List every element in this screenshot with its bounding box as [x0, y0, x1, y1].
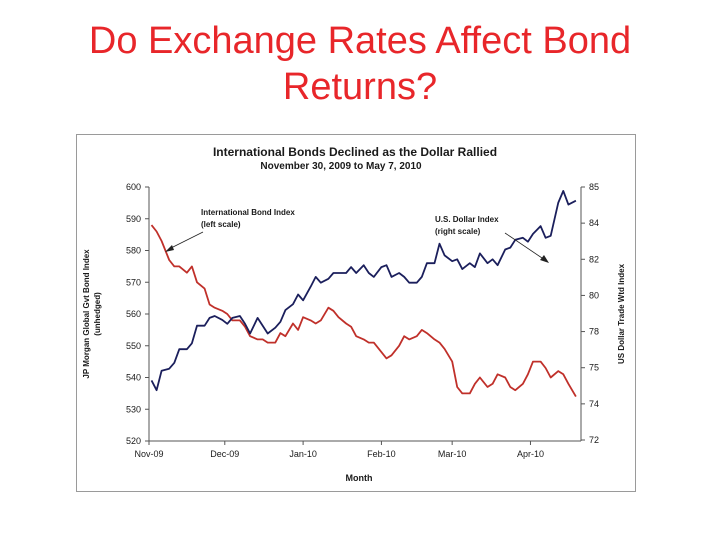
x-tick-label: Jan-10 — [289, 449, 317, 459]
y-axis-left-label-line2: (unhedged) — [93, 292, 102, 336]
x-axis-label: Month — [346, 473, 373, 483]
y-left-tick-label: 540 — [126, 373, 141, 383]
y-left-tick-label: 600 — [126, 182, 141, 192]
annotation-dollar-index-arrow — [504, 232, 546, 261]
y-left-tick-label: 580 — [126, 246, 141, 256]
annotation-dollar-index-line1: U.S. Dollar Index — [435, 215, 499, 224]
line-chart: International Bonds Declined as the Doll… — [82, 145, 626, 483]
x-tick-label: Mar-10 — [438, 449, 467, 459]
annotation-dollar-index: U.S. Dollar Index (right scale) — [435, 215, 549, 263]
y-left-tick-label: 560 — [126, 309, 141, 319]
annotation-bond-index-arrow — [168, 231, 204, 250]
y-right-tick-label: 80 — [589, 290, 599, 300]
y-right-tick-label: 72 — [589, 435, 599, 445]
annotation-dollar-index-line2: (right scale) — [435, 227, 481, 236]
annotation-bond-index: International Bond Index (left scale) — [165, 208, 295, 252]
chart-title: International Bonds Declined as the Doll… — [213, 145, 497, 159]
y-right-tick-label: 78 — [589, 327, 599, 337]
chart-frame: International Bonds Declined as the Doll… — [76, 134, 636, 492]
y-right-tick-label: 82 — [589, 254, 599, 264]
y-left-tick-label: 570 — [126, 277, 141, 287]
annotation-dollar-index-arrowhead — [540, 255, 549, 263]
y-left-tick-label: 550 — [126, 341, 141, 351]
y-left-tick-label: 520 — [126, 436, 141, 446]
chart-subtitle: November 30, 2009 to May 7, 2010 — [260, 161, 422, 172]
y-right-tick-label: 85 — [589, 182, 599, 192]
x-tick-label: Dec-09 — [210, 449, 239, 459]
x-axis: Nov-09 Dec-09 Jan-10 Feb-10 Mar-10 Apr-10 — [134, 441, 544, 459]
annotation-bond-index-line2: (left scale) — [201, 220, 241, 229]
y-axis-right-label: US Dollar Trade Wtd Index — [617, 263, 626, 364]
y-right-tick-label: 74 — [589, 399, 599, 409]
x-tick-label: Apr-10 — [517, 449, 544, 459]
series-line-bond-index — [150, 224, 577, 398]
y-right-tick-label: 75 — [589, 363, 599, 373]
x-tick-label: Feb-10 — [367, 449, 396, 459]
slide-title: Do Exchange Rates Affect Bond Returns? — [88, 20, 632, 108]
annotation-bond-index-arrowhead — [165, 245, 174, 252]
annotation-bond-index-line1: International Bond Index — [201, 208, 295, 217]
y-axis-right: 72 74 75 78 80 82 84 85 — [581, 182, 599, 445]
series-layer — [150, 190, 577, 398]
y-left-tick-label: 530 — [126, 404, 141, 414]
y-axis-left: 520 530 540 550 560 570 580 590 600 — [126, 182, 149, 446]
series-line-dollar-index — [150, 190, 577, 392]
y-axis-left-label: JP Morgan Global Gvt Bond Index (unhedged… — [82, 249, 102, 379]
y-left-tick-label: 590 — [126, 214, 141, 224]
y-axis-left-label-line1: JP Morgan Global Gvt Bond Index — [82, 249, 91, 379]
y-right-tick-label: 84 — [589, 218, 599, 228]
x-tick-label: Nov-09 — [134, 449, 163, 459]
